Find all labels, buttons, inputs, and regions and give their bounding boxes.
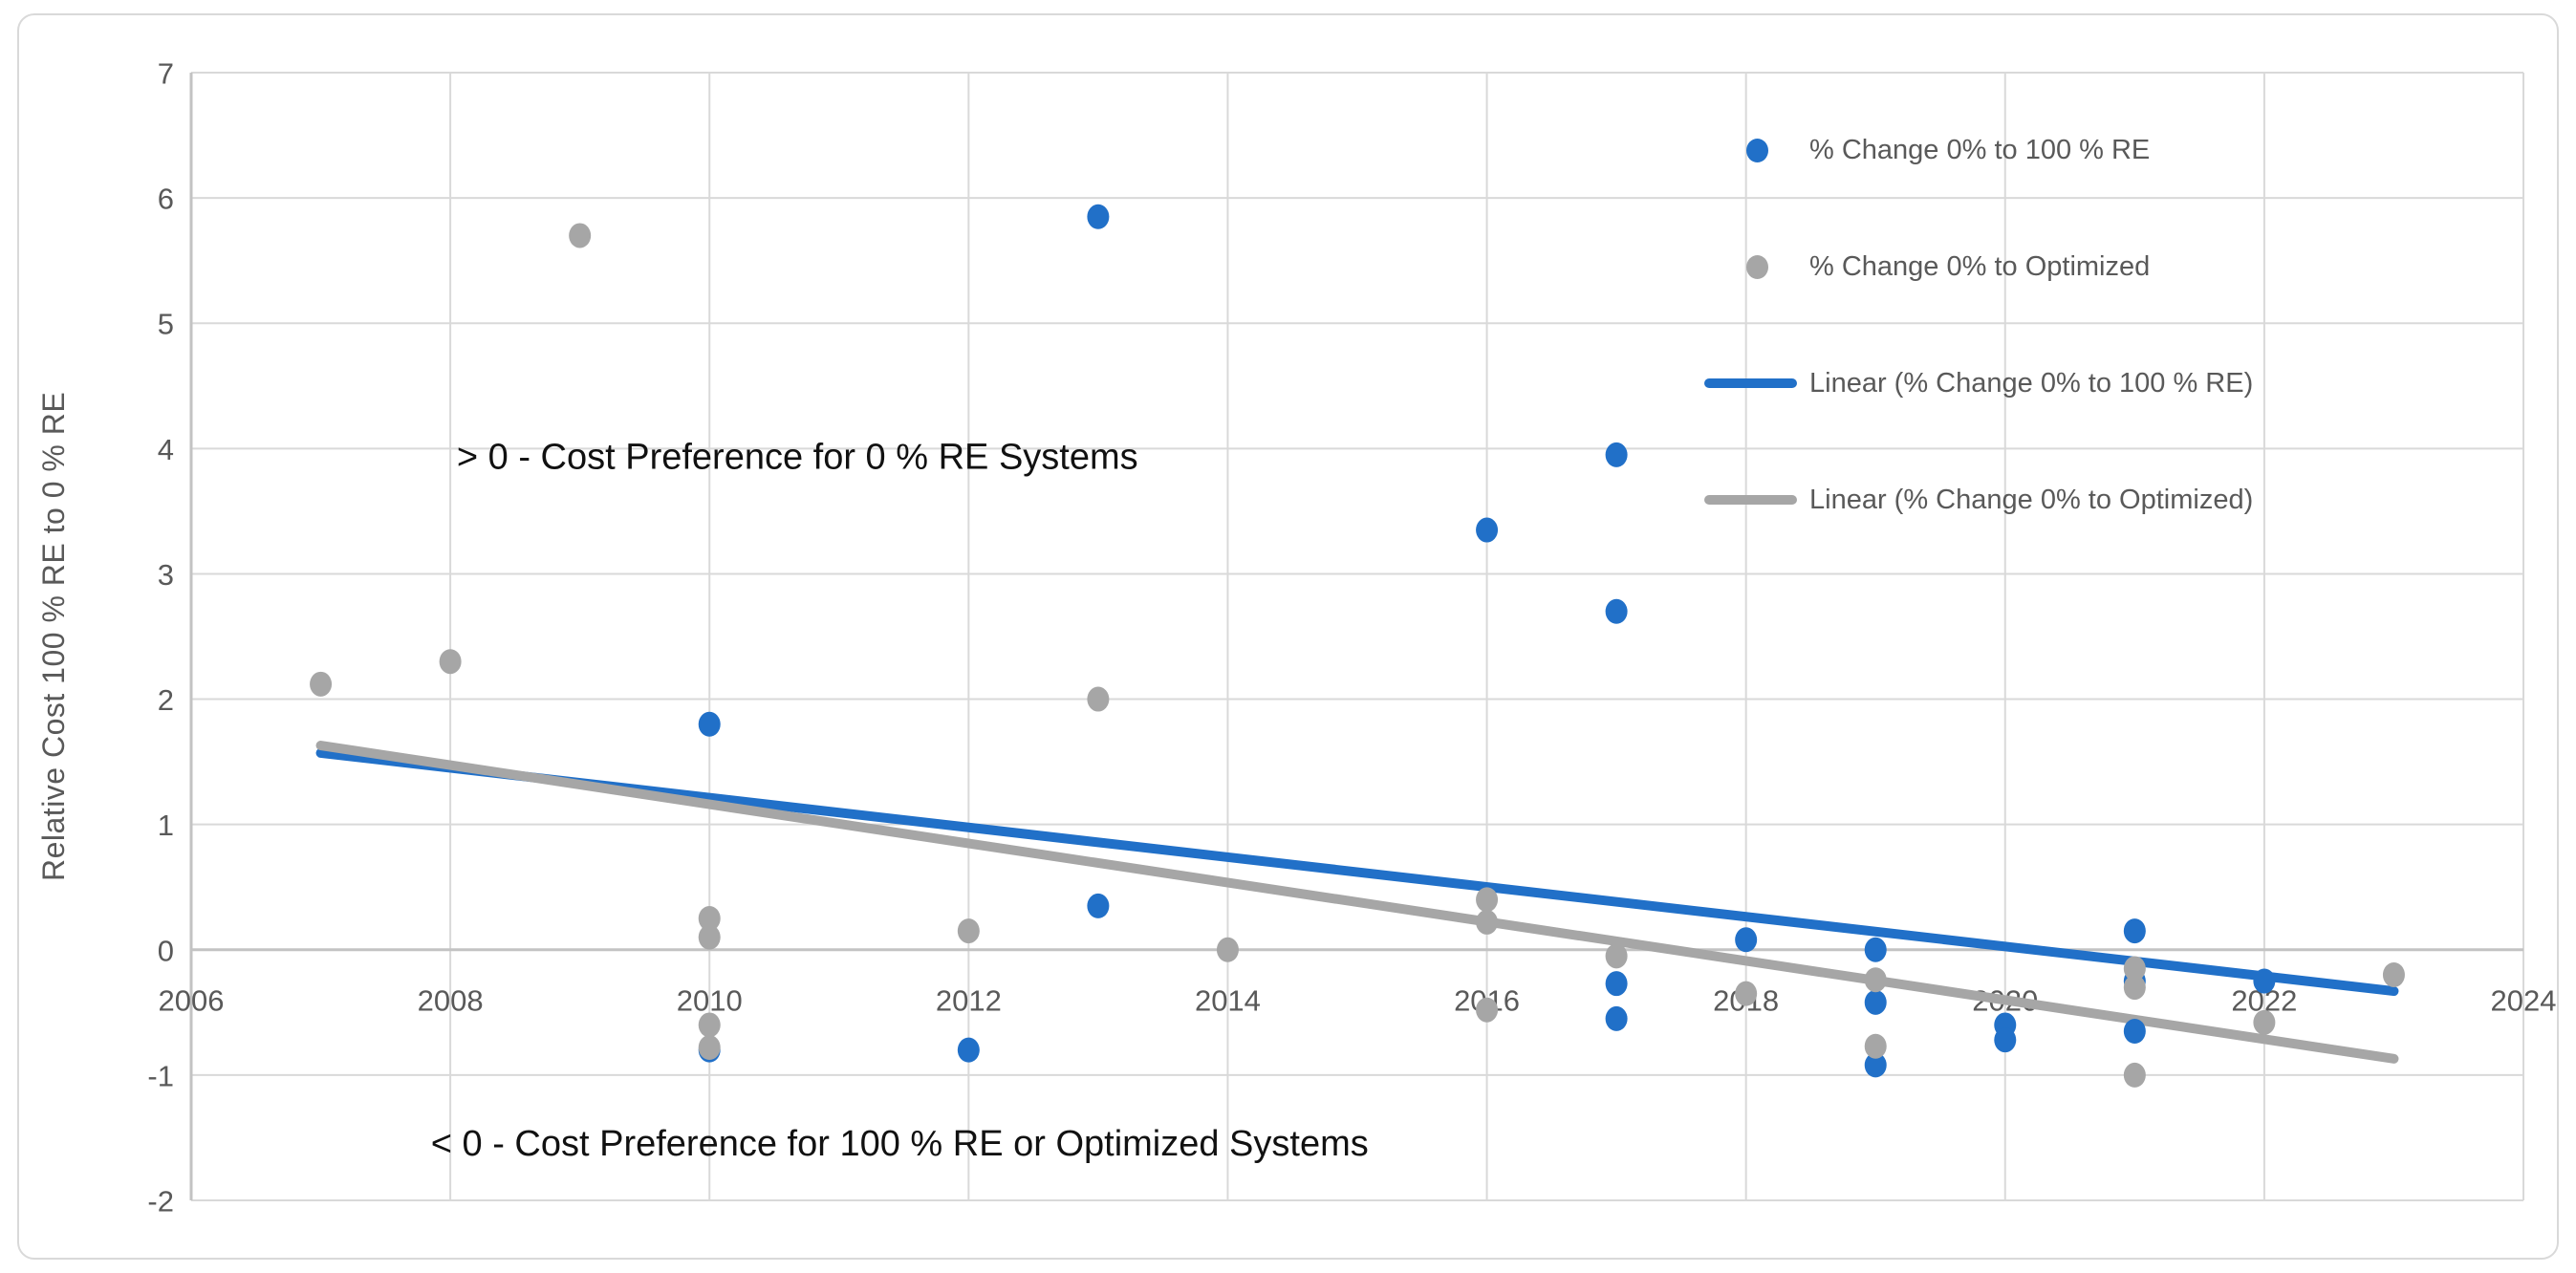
annotation-text: > 0 - Cost Preference for 0 % RE Systems bbox=[457, 438, 1138, 478]
y-axis-title: Relative Cost 100 % RE to 0 % RE bbox=[36, 391, 71, 882]
y-axis-tick-label: 6 bbox=[158, 183, 174, 216]
data-point bbox=[1735, 981, 1758, 1006]
trendline bbox=[315, 741, 2399, 1064]
data-point bbox=[2123, 918, 2146, 944]
y-axis-tick-label: -2 bbox=[147, 1185, 174, 1219]
legend-swatch-area bbox=[1704, 378, 1809, 388]
data-point bbox=[698, 1035, 721, 1061]
legend-swatch-area bbox=[1704, 254, 1809, 279]
data-point bbox=[2123, 1019, 2146, 1044]
x-axis-tick-label: 2010 bbox=[677, 983, 743, 1017]
x-axis-tick-label: 2014 bbox=[1195, 983, 1261, 1017]
gray-line-marker-icon bbox=[1704, 495, 1797, 505]
data-point bbox=[698, 711, 721, 737]
y-axis-tick-label: 0 bbox=[158, 934, 174, 967]
data-point bbox=[2382, 962, 2405, 987]
trendline bbox=[315, 747, 2399, 997]
legend-item-linear-optimized: Linear (% Change 0% to Optimized) bbox=[1704, 442, 2526, 558]
data-point bbox=[1476, 887, 1499, 913]
legend-label: Linear (% Change 0% to 100 % RE) bbox=[1809, 367, 2254, 399]
legend-label: Linear (% Change 0% to Optimized) bbox=[1809, 484, 2254, 515]
data-point bbox=[310, 671, 333, 697]
data-point bbox=[1605, 1005, 1628, 1031]
y-axis-tick-label: 1 bbox=[158, 809, 174, 842]
gray-dot-marker-icon bbox=[1746, 254, 1768, 279]
y-axis-tick-label: 4 bbox=[158, 433, 174, 466]
data-point bbox=[1864, 967, 1887, 993]
data-point bbox=[957, 918, 980, 944]
legend-swatch-area bbox=[1704, 495, 1809, 505]
y-axis-tick-label: -1 bbox=[147, 1059, 174, 1092]
data-point bbox=[698, 1012, 721, 1038]
data-point bbox=[2123, 975, 2146, 1001]
data-point bbox=[569, 223, 592, 248]
y-axis-tick-label: 2 bbox=[158, 683, 174, 717]
data-point bbox=[2123, 1062, 2146, 1088]
data-point bbox=[1864, 937, 1887, 962]
data-point bbox=[1605, 442, 1628, 467]
data-point bbox=[2253, 1009, 2276, 1035]
blue-line-marker-icon bbox=[1704, 378, 1797, 388]
y-axis-tick-label: 7 bbox=[158, 57, 174, 91]
y-axis-tick-label: 3 bbox=[158, 558, 174, 592]
x-axis-tick-label: 2008 bbox=[418, 983, 484, 1017]
y-axis-tick-label: 5 bbox=[158, 308, 174, 341]
data-point bbox=[1864, 989, 1887, 1015]
data-point bbox=[1087, 204, 1110, 229]
data-point bbox=[1605, 971, 1628, 997]
data-point bbox=[1605, 598, 1628, 624]
legend-item-change-100re: % Change 0% to 100 % RE bbox=[1704, 92, 2526, 208]
x-axis-tick-label: 2012 bbox=[936, 983, 1002, 1017]
legend-label: % Change 0% to 100 % RE bbox=[1809, 134, 2151, 165]
annotation-text: < 0 - Cost Preference for 100 % RE or Op… bbox=[431, 1124, 1369, 1164]
legend-item-change-optimized: % Change 0% to Optimized bbox=[1704, 208, 2526, 325]
blue-dot-marker-icon bbox=[1746, 138, 1768, 162]
data-point bbox=[1087, 686, 1110, 712]
data-point bbox=[1994, 1027, 2017, 1053]
data-point bbox=[1735, 927, 1758, 953]
legend-label: % Change 0% to Optimized bbox=[1809, 250, 2151, 282]
data-point bbox=[439, 649, 462, 675]
data-point bbox=[1216, 937, 1239, 962]
legend-swatch-area bbox=[1704, 138, 1809, 162]
data-point bbox=[698, 906, 721, 931]
data-point bbox=[1864, 1033, 1887, 1059]
data-point bbox=[1087, 893, 1110, 918]
data-point bbox=[1864, 1052, 1887, 1078]
x-axis-tick-label: 2006 bbox=[159, 983, 225, 1017]
data-point bbox=[1605, 943, 1628, 969]
legend-item-linear-100re: Linear (% Change 0% to 100 % RE) bbox=[1704, 325, 2526, 442]
data-point bbox=[1476, 997, 1499, 1023]
legend: % Change 0% to 100 % RE % Change 0% to O… bbox=[1704, 92, 2526, 558]
data-point bbox=[698, 924, 721, 950]
data-point bbox=[957, 1037, 980, 1063]
data-point bbox=[1476, 517, 1499, 543]
data-point bbox=[2123, 956, 2146, 982]
x-axis-tick-label: 2024 bbox=[2491, 983, 2557, 1017]
data-point bbox=[1476, 909, 1499, 935]
data-point bbox=[2253, 968, 2276, 994]
